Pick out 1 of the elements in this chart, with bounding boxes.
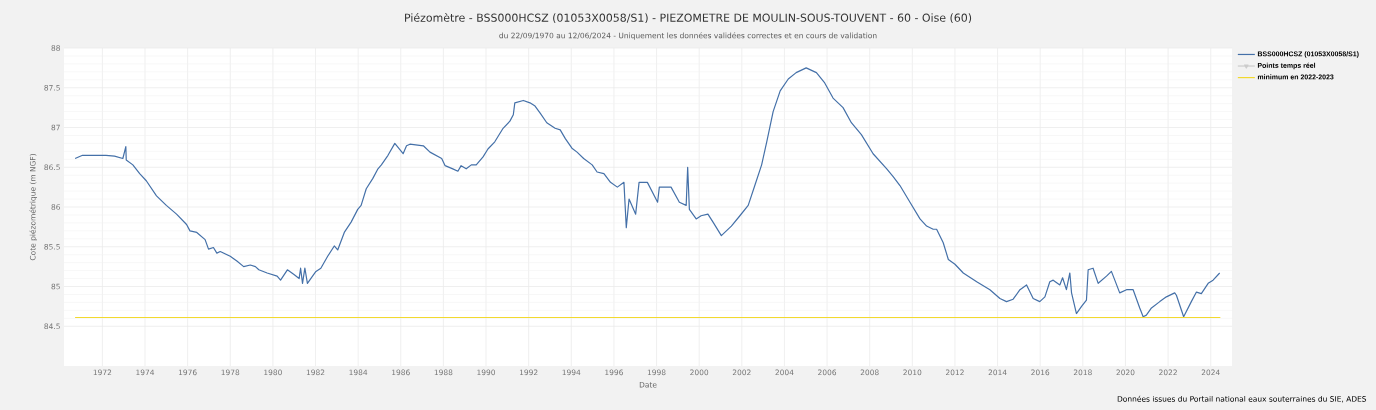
chart-title: Piézomètre - BSS000HCSZ (01053X0058/S1) - PIEZOMETRE DE MOULIN-SOUS-TOUVENT - 60 - Oise (60) <box>405 12 972 24</box>
